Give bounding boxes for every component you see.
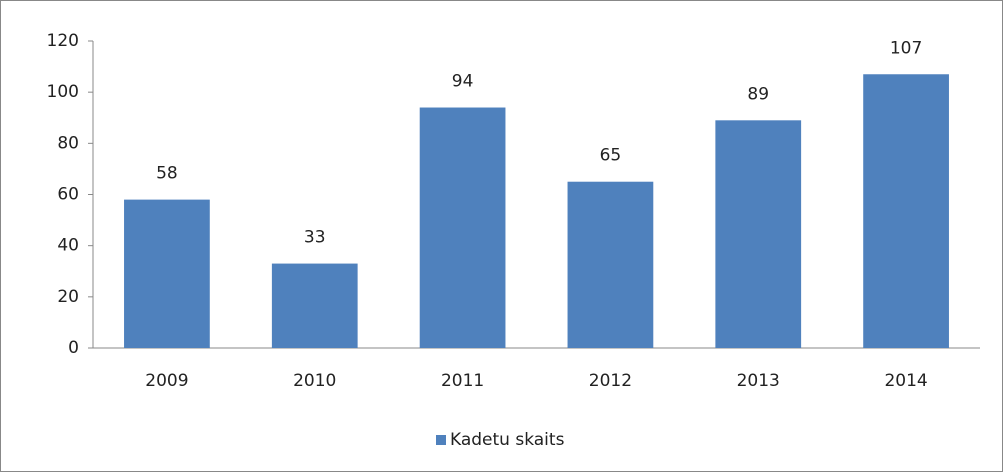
data-label: 58 xyxy=(156,164,178,184)
data-label: 89 xyxy=(747,84,769,104)
x-tick-label: 2014 xyxy=(884,371,927,391)
x-tick-label: 2010 xyxy=(293,371,336,391)
y-tick-label: 100 xyxy=(47,82,79,102)
legend-label: Kadetu skaits xyxy=(450,430,565,450)
data-label: 107 xyxy=(890,38,922,58)
x-tick-label: 2012 xyxy=(589,371,632,391)
y-tick-label: 60 xyxy=(57,185,79,205)
x-tick-label: 2013 xyxy=(737,371,780,391)
y-tick-label: 80 xyxy=(57,133,79,153)
data-label: 33 xyxy=(304,228,326,248)
y-tick-label: 20 xyxy=(57,287,79,307)
bar xyxy=(124,199,210,348)
legend-swatch xyxy=(436,435,446,445)
bar xyxy=(863,74,949,348)
data-label: 94 xyxy=(452,72,474,92)
y-tick-label: 40 xyxy=(57,236,79,256)
x-tick-label: 2011 xyxy=(441,371,484,391)
bar xyxy=(567,181,654,348)
bar xyxy=(715,120,802,348)
bar xyxy=(419,107,506,349)
x-tick-label: 2009 xyxy=(145,371,188,391)
y-tick-label: 0 xyxy=(68,338,79,358)
y-tick-label: 120 xyxy=(47,31,79,51)
data-label: 65 xyxy=(600,146,622,166)
bar xyxy=(271,263,358,348)
